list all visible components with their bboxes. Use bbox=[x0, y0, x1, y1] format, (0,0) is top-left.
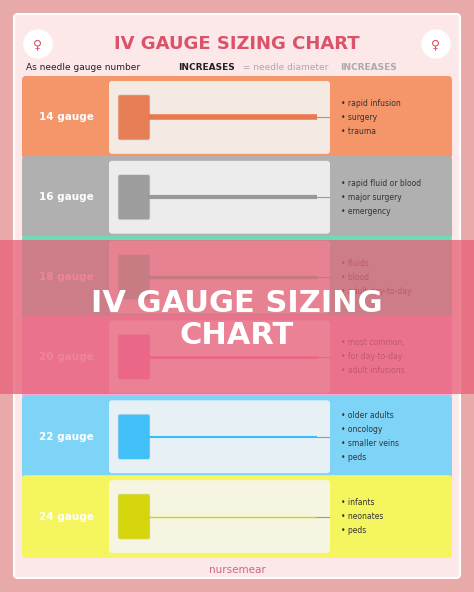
FancyBboxPatch shape bbox=[118, 175, 150, 220]
FancyBboxPatch shape bbox=[22, 76, 452, 159]
Text: • peds: • peds bbox=[341, 526, 366, 535]
FancyBboxPatch shape bbox=[22, 395, 452, 478]
Text: 14 gauge: 14 gauge bbox=[38, 112, 93, 123]
Text: • neonates: • neonates bbox=[341, 512, 383, 521]
FancyBboxPatch shape bbox=[27, 320, 105, 393]
Text: • surgery: • surgery bbox=[341, 113, 377, 122]
FancyBboxPatch shape bbox=[27, 161, 105, 234]
Text: As needle gauge number: As needle gauge number bbox=[26, 63, 143, 72]
Text: CHART: CHART bbox=[180, 320, 294, 349]
FancyBboxPatch shape bbox=[118, 494, 150, 539]
FancyBboxPatch shape bbox=[332, 241, 447, 314]
FancyBboxPatch shape bbox=[109, 161, 330, 234]
Text: 16 gauge: 16 gauge bbox=[38, 192, 93, 202]
Text: • blood: • blood bbox=[341, 272, 369, 282]
FancyBboxPatch shape bbox=[118, 414, 150, 459]
FancyBboxPatch shape bbox=[118, 255, 150, 300]
Text: 22 gauge: 22 gauge bbox=[38, 432, 93, 442]
Circle shape bbox=[422, 30, 450, 58]
FancyBboxPatch shape bbox=[27, 81, 105, 154]
Text: • older adults: • older adults bbox=[341, 411, 394, 420]
FancyBboxPatch shape bbox=[109, 400, 330, 473]
FancyBboxPatch shape bbox=[118, 95, 150, 140]
Text: 18 gauge: 18 gauge bbox=[38, 272, 93, 282]
FancyBboxPatch shape bbox=[22, 236, 452, 318]
Text: INCREASES: INCREASES bbox=[178, 63, 235, 72]
FancyBboxPatch shape bbox=[332, 480, 447, 553]
FancyBboxPatch shape bbox=[22, 475, 452, 558]
Circle shape bbox=[24, 30, 52, 58]
Text: INCREASES: INCREASES bbox=[340, 63, 397, 72]
FancyBboxPatch shape bbox=[22, 156, 452, 239]
FancyBboxPatch shape bbox=[27, 480, 105, 553]
Text: • rapid infusion: • rapid infusion bbox=[341, 99, 401, 108]
Text: • smaller veins: • smaller veins bbox=[341, 439, 399, 448]
FancyBboxPatch shape bbox=[332, 400, 447, 473]
FancyBboxPatch shape bbox=[118, 334, 150, 379]
Text: • most common,: • most common, bbox=[341, 339, 405, 348]
Text: • trauma: • trauma bbox=[341, 127, 376, 136]
FancyBboxPatch shape bbox=[109, 320, 330, 393]
Text: 24 gauge: 24 gauge bbox=[38, 511, 93, 522]
FancyBboxPatch shape bbox=[109, 480, 330, 553]
Text: nursemear: nursemear bbox=[209, 565, 265, 575]
Text: • adult day-to-day: • adult day-to-day bbox=[341, 287, 411, 295]
FancyBboxPatch shape bbox=[0, 240, 474, 394]
FancyBboxPatch shape bbox=[14, 14, 460, 578]
Text: IV GAUGE SIZING: IV GAUGE SIZING bbox=[91, 288, 383, 317]
Text: • rapid fluid or blood: • rapid fluid or blood bbox=[341, 179, 421, 188]
Text: • oncology: • oncology bbox=[341, 425, 383, 435]
FancyBboxPatch shape bbox=[109, 241, 330, 314]
FancyBboxPatch shape bbox=[332, 81, 447, 154]
Text: • fluids: • fluids bbox=[341, 259, 369, 268]
Text: • peds: • peds bbox=[341, 453, 366, 462]
Text: • for day-to-day: • for day-to-day bbox=[341, 352, 402, 362]
Text: • major surgery: • major surgery bbox=[341, 193, 402, 202]
FancyBboxPatch shape bbox=[332, 161, 447, 234]
FancyBboxPatch shape bbox=[27, 400, 105, 473]
Text: = needle diameter: = needle diameter bbox=[240, 63, 334, 72]
Text: • emergency: • emergency bbox=[341, 207, 391, 215]
Text: IV GAUGE SIZING CHART: IV GAUGE SIZING CHART bbox=[114, 35, 360, 53]
FancyBboxPatch shape bbox=[22, 316, 452, 398]
FancyBboxPatch shape bbox=[109, 81, 330, 154]
Text: ♀: ♀ bbox=[431, 38, 440, 52]
FancyBboxPatch shape bbox=[27, 241, 105, 314]
Text: • adult infusions: • adult infusions bbox=[341, 366, 405, 375]
FancyBboxPatch shape bbox=[332, 320, 447, 393]
Text: ♀: ♀ bbox=[34, 38, 43, 52]
Text: • infants: • infants bbox=[341, 498, 374, 507]
Text: 20 gauge: 20 gauge bbox=[38, 352, 93, 362]
